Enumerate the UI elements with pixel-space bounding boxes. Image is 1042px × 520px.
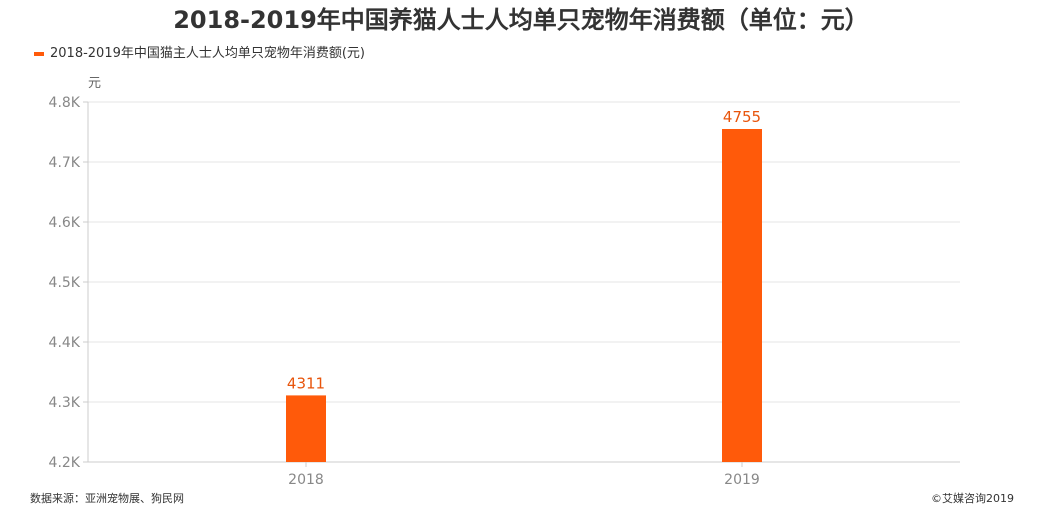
chart-title: 2018-2019年中国养猫人士人均单只宠物年消费额（单位：元） [173,6,869,34]
bar-value-label: 4311 [287,374,325,392]
y-tick-label: 4.8K [49,95,81,111]
legend[interactable]: 2018-2019年中国猫主人士人均单只宠物年消费额(元) [34,44,365,64]
y-tick-label: 4.4K [49,335,81,351]
legend-swatch [34,52,44,56]
legend-label: 2018-2019年中国猫主人士人均单只宠物年消费额(元) [50,46,366,61]
x-tick-label: 2019 [724,472,760,488]
y-tick-label: 4.7K [49,155,81,171]
y-tick-label: 4.5K [49,275,81,291]
source-note: 数据来源：亚洲宠物展、狗民网 [30,492,184,505]
bar-value-label: 4755 [723,108,761,126]
bar-2018[interactable] [286,395,326,462]
y-tick-label: 4.2K [49,455,81,471]
bars [286,129,762,462]
x-tick-label: 2018 [288,472,324,488]
y-tick-label: 4.6K [49,215,81,231]
labels: 4311 4755 [287,108,761,392]
bar-2019[interactable] [722,129,762,462]
grid-lines [88,101,960,403]
axes: 4.2K 4.3K 4.4K 4.5K 4.6K 4.7K 4.8K 2018 2019 [49,95,960,488]
y-axis-unit-label: 元 [88,76,102,91]
copyright-note: ©艾媒咨询2019 [931,492,1014,505]
y-tick-label: 4.3K [49,395,81,411]
bar-chart: 4.2K 4.3K 4.4K 4.5K 4.6K 4.7K 4.8K 2018 2019 431… [49,95,960,488]
